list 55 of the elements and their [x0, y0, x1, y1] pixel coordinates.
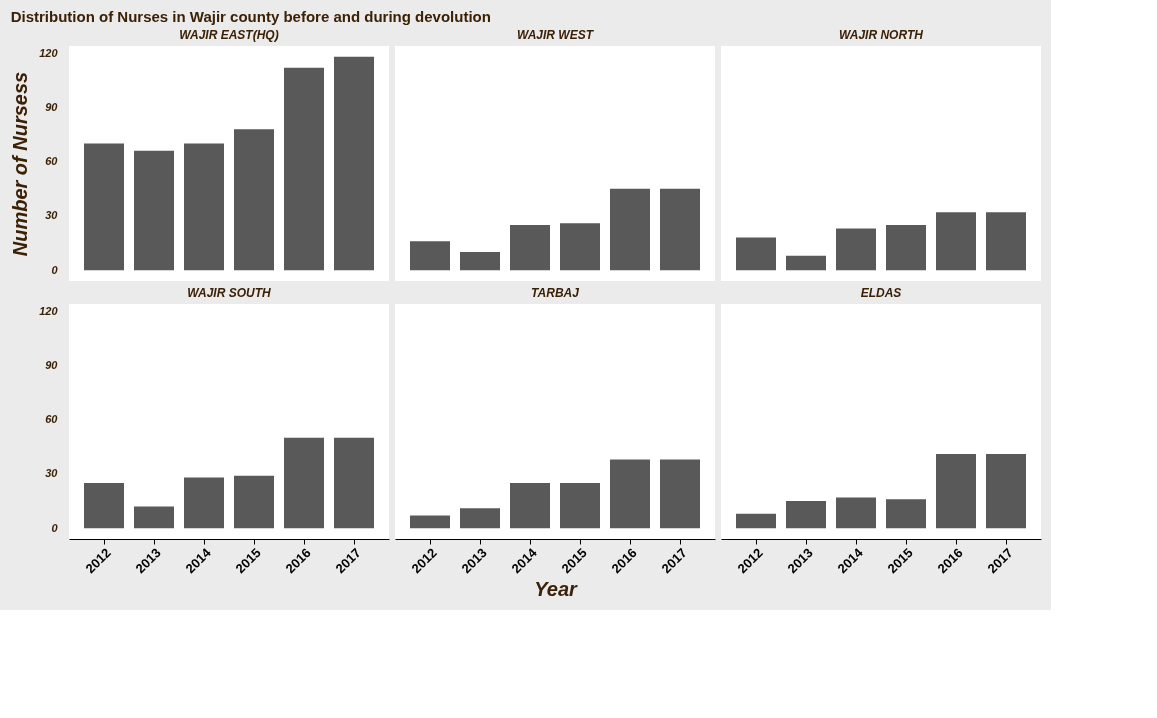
bar [84, 143, 124, 271]
bar [736, 513, 776, 529]
chart-title: WAJIR WEST [516, 28, 595, 42]
bar [184, 143, 224, 271]
bar [836, 228, 876, 271]
y-tick-label: 120 [39, 46, 59, 59]
bar [234, 129, 274, 271]
bar [660, 459, 700, 529]
y-tick-label: 30 [45, 209, 59, 222]
bar [334, 437, 374, 529]
bar [886, 499, 926, 529]
bar [234, 475, 274, 529]
bar [986, 212, 1026, 271]
y-tick-label: 60 [45, 155, 59, 168]
bar [736, 237, 776, 271]
chart-title: WAJIR EAST(HQ) [179, 28, 279, 42]
chart-title: WAJIR SOUTH [187, 286, 271, 300]
y-tick-label: 0 [51, 521, 59, 534]
bar [134, 150, 174, 271]
y-axis-title: Number of Nursess [9, 71, 32, 257]
bar [460, 252, 500, 271]
bar [610, 459, 650, 529]
bar [610, 188, 650, 271]
y-tick-label: 60 [45, 413, 59, 426]
bar [560, 482, 600, 529]
bar [510, 482, 550, 529]
y-tick-label: 90 [45, 100, 59, 113]
bar [660, 188, 700, 271]
y-tick-label: 90 [45, 358, 59, 371]
bar [886, 224, 926, 271]
bar [986, 454, 1026, 529]
bar [284, 67, 324, 271]
y-tick-label: 0 [51, 263, 59, 276]
y-tick-label: 30 [45, 467, 59, 480]
bar [334, 56, 374, 271]
bar [936, 212, 976, 271]
bar [134, 506, 174, 529]
bar [836, 497, 876, 529]
bar [786, 501, 826, 529]
chart-title: TARBAJ [531, 286, 580, 300]
bar [510, 224, 550, 271]
bar [410, 241, 450, 271]
chart-title: ELDAS [860, 286, 902, 300]
bar [560, 223, 600, 271]
bar [460, 508, 500, 529]
bar [184, 477, 224, 529]
bar [786, 255, 826, 271]
bar [284, 437, 324, 529]
x-axis-title: Year [534, 578, 579, 601]
bar [84, 482, 124, 529]
y-tick-label: 120 [39, 304, 59, 317]
bar [936, 454, 976, 529]
text: Distribution of Nurses in Wajir county before and during devolution [10, 8, 491, 25]
chart-title: WAJIR NORTH [839, 28, 924, 42]
bar [410, 515, 450, 529]
